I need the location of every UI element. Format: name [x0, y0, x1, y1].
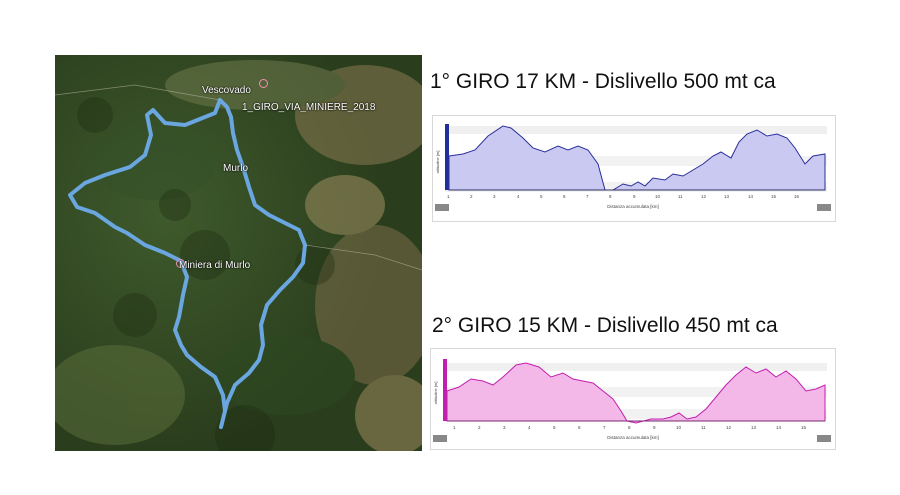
loop-1-ylabel: altitudine [m]	[435, 151, 440, 174]
svg-text:3: 3	[503, 425, 506, 430]
svg-text:16: 16	[794, 194, 800, 199]
svg-text:1: 1	[447, 194, 450, 199]
svg-text:11: 11	[678, 194, 683, 199]
svg-text:2: 2	[470, 194, 473, 199]
svg-text:15: 15	[771, 194, 777, 199]
svg-text:14: 14	[748, 194, 754, 199]
loop-2-xlabel: Distanza accumulata [km]	[607, 435, 659, 440]
label-miniera: Miniera di Murlo	[179, 260, 251, 271]
map-canvas	[55, 55, 422, 451]
svg-text:8: 8	[628, 425, 631, 430]
loop-2-elevation-area	[446, 362, 826, 424]
label-vescovado: Vescovado	[202, 85, 251, 96]
svg-text:13: 13	[724, 194, 730, 199]
svg-text:9: 9	[633, 194, 636, 199]
svg-text:10: 10	[655, 194, 661, 199]
svg-text:8: 8	[609, 194, 612, 199]
svg-text:3: 3	[493, 194, 496, 199]
loop-2-ylabel: altitudine [m]	[433, 382, 438, 405]
svg-text:4: 4	[517, 194, 520, 199]
loop-1-xlabel: Distanza accumulata [km]	[607, 204, 659, 209]
satellite-map[interactable]: Vescovado 1_GIRO_VIA_MINIERE_2018 Murlo …	[55, 55, 422, 451]
loop-1-elevation-area	[448, 125, 826, 191]
svg-text:14: 14	[776, 425, 782, 430]
svg-text:5: 5	[553, 425, 556, 430]
svg-text:7: 7	[603, 425, 606, 430]
svg-text:13: 13	[751, 425, 757, 430]
svg-text:12: 12	[701, 194, 707, 199]
svg-text:10: 10	[676, 425, 682, 430]
label-murlo: Murlo	[223, 163, 249, 174]
svg-text:7: 7	[586, 194, 589, 199]
svg-text:6: 6	[578, 425, 581, 430]
svg-text:1: 1	[453, 425, 456, 430]
pin-miniera[interactable]	[176, 259, 185, 268]
svg-text:12: 12	[726, 425, 732, 430]
loop-1-title: 1° GIRO 17 KM - Dislivello 500 mt ca	[430, 70, 776, 93]
route-path	[68, 98, 307, 429]
svg-text:4: 4	[528, 425, 531, 430]
svg-text:15: 15	[801, 425, 807, 430]
label-track: 1_GIRO_VIA_MINIERE_2018	[242, 102, 376, 113]
svg-text:6: 6	[563, 194, 566, 199]
svg-text:5: 5	[540, 194, 543, 199]
pin-vescovado[interactable]	[259, 79, 268, 88]
svg-text:2: 2	[478, 425, 481, 430]
svg-text:9: 9	[653, 425, 656, 430]
svg-text:11: 11	[701, 425, 706, 430]
loop-2-title: 2° GIRO 15 KM - Dislivello 450 mt ca	[432, 314, 778, 337]
